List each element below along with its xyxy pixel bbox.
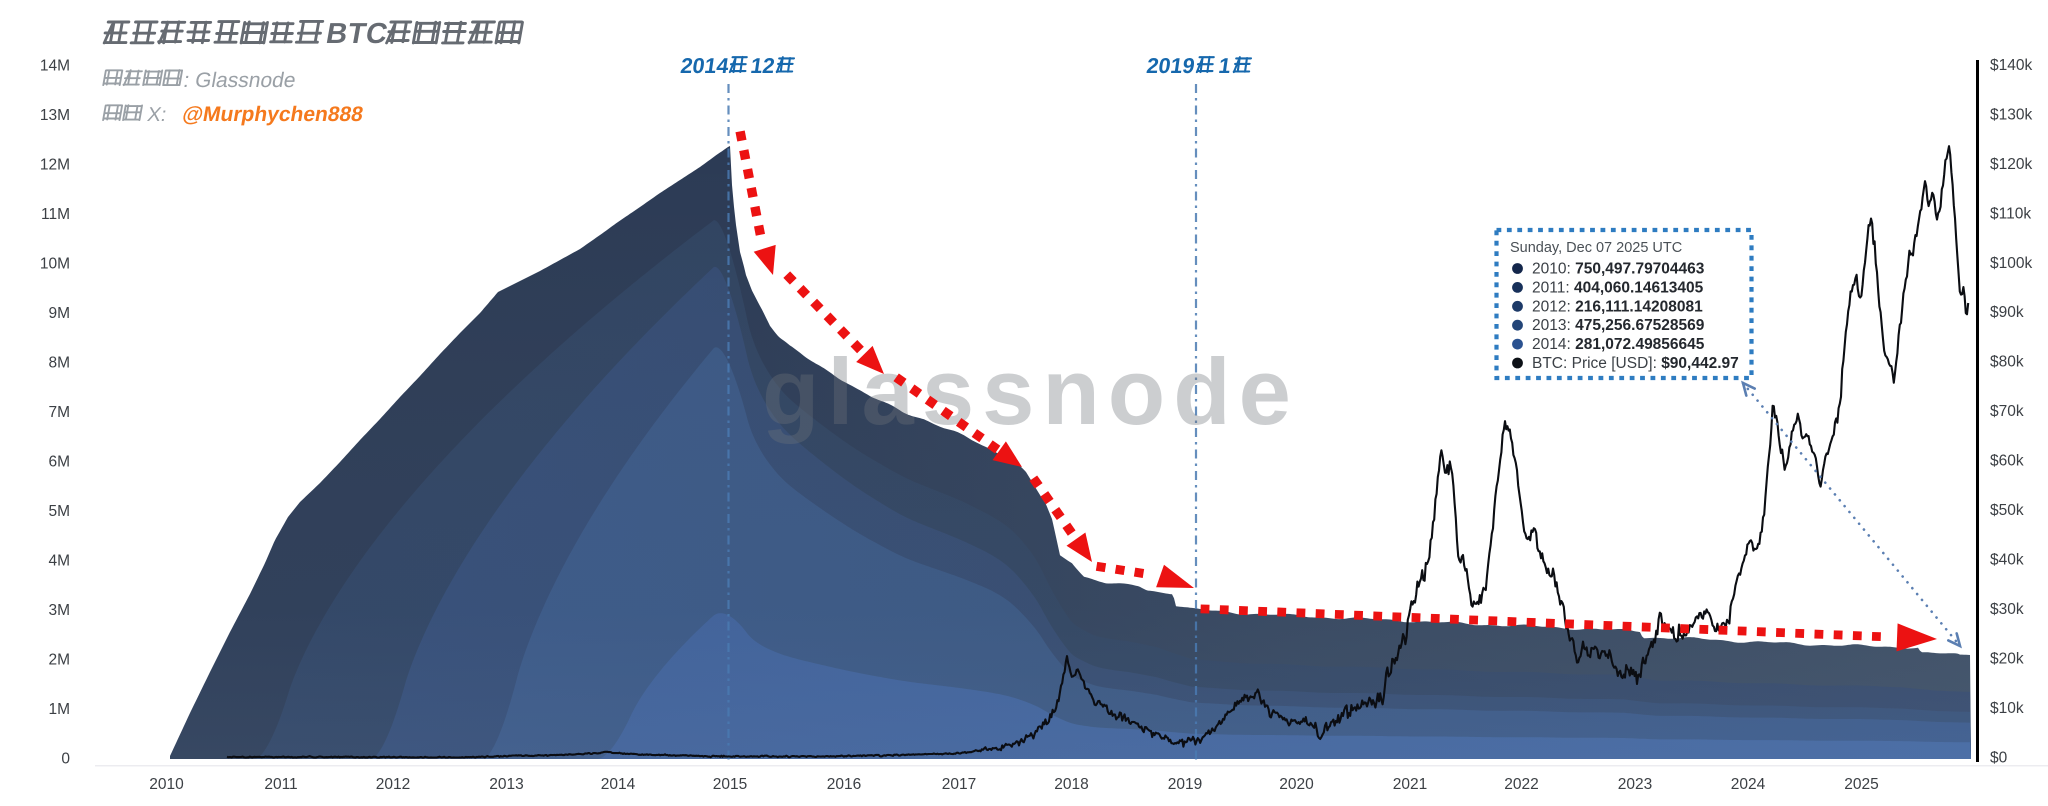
svg-text:$130k: $130k xyxy=(1990,106,2032,123)
svg-text:2016: 2016 xyxy=(827,776,861,793)
svg-text:8M: 8M xyxy=(48,354,70,371)
svg-text:2023: 2023 xyxy=(1618,776,1652,793)
svg-text:BTC: Price [USD]: $90,442.97: BTC: Price [USD]: $90,442.97 xyxy=(1532,355,1739,372)
svg-text:$80k: $80k xyxy=(1990,354,2024,371)
svg-text:2014: 2014 xyxy=(679,53,730,78)
svg-text:$40k: $40k xyxy=(1990,552,2024,569)
svg-text:$30k: $30k xyxy=(1990,601,2024,618)
svg-text:2024: 2024 xyxy=(1731,776,1766,793)
svg-text:13M: 13M xyxy=(40,107,70,124)
svg-text:2019: 2019 xyxy=(1145,53,1196,78)
svg-text:$90k: $90k xyxy=(1990,304,2024,321)
svg-text:3M: 3M xyxy=(48,602,70,619)
svg-text:$0: $0 xyxy=(1990,749,2008,766)
svg-text:: Glassnode: : Glassnode xyxy=(182,69,298,92)
svg-text:5M: 5M xyxy=(48,503,70,520)
svg-text:2021: 2021 xyxy=(1393,776,1427,793)
svg-text:14M: 14M xyxy=(40,57,70,74)
svg-text:2012: 2012 xyxy=(376,776,410,793)
svg-text:2017: 2017 xyxy=(942,776,976,793)
svg-text:1M: 1M xyxy=(48,701,70,718)
svg-text:1: 1 xyxy=(1217,53,1232,78)
svg-text:Sunday, Dec 07 2025 UTC: Sunday, Dec 07 2025 UTC xyxy=(1510,240,1682,256)
svg-text:0: 0 xyxy=(61,750,70,767)
svg-text:X:: X: xyxy=(146,104,169,126)
svg-text:$110k: $110k xyxy=(1990,205,2031,222)
svg-text:9M: 9M xyxy=(48,305,70,322)
svg-text:12M: 12M xyxy=(40,156,70,173)
svg-text:2010: 2010 xyxy=(149,776,184,793)
svg-text:$20k: $20k xyxy=(1990,650,2024,667)
svg-text:2015: 2015 xyxy=(713,776,747,793)
svg-text:4M: 4M xyxy=(48,552,70,569)
svg-text:$60k: $60k xyxy=(1990,453,2024,470)
svg-text:2M: 2M xyxy=(48,651,70,668)
svg-text:2012: 216,111.14208081: 2012: 216,111.14208081 xyxy=(1532,298,1703,315)
svg-text:2018: 2018 xyxy=(1054,776,1088,793)
svg-text:10M: 10M xyxy=(40,255,70,272)
svg-text:7M: 7M xyxy=(48,404,70,421)
svg-text:$100k: $100k xyxy=(1990,255,2032,272)
svg-text:2025: 2025 xyxy=(1844,776,1878,793)
svg-text:2011: 404,060.14613405: 2011: 404,060.14613405 xyxy=(1532,279,1704,296)
svg-text:2013: 475,256.67528569: 2013: 475,256.67528569 xyxy=(1532,317,1705,334)
svg-text:@Murphychen888: @Murphychen888 xyxy=(181,103,366,126)
svg-text:$140k: $140k xyxy=(1990,57,2032,74)
svg-text:6M: 6M xyxy=(48,453,70,470)
svg-text:2014: 2014 xyxy=(601,776,636,793)
svg-text:2010: 750,497.79704463: 2010: 750,497.79704463 xyxy=(1532,261,1705,278)
svg-text:11M: 11M xyxy=(41,206,70,223)
svg-text:12: 12 xyxy=(749,53,776,78)
svg-text:glassnode: glassnode xyxy=(762,339,1299,444)
svg-text:2022: 2022 xyxy=(1504,776,1538,793)
svg-text:2011: 2011 xyxy=(264,776,297,793)
svg-text:$70k: $70k xyxy=(1990,403,2024,420)
svg-text:2019: 2019 xyxy=(1168,776,1202,793)
svg-text:BTC: BTC xyxy=(324,18,391,50)
svg-text:$120k: $120k xyxy=(1990,156,2032,173)
svg-text:2013: 2013 xyxy=(489,776,523,793)
svg-text:2014: 281,072.49856645: 2014: 281,072.49856645 xyxy=(1532,336,1705,353)
svg-text:2020: 2020 xyxy=(1279,776,1314,793)
svg-text:$10k: $10k xyxy=(1990,700,2024,717)
svg-text:$50k: $50k xyxy=(1990,502,2024,519)
